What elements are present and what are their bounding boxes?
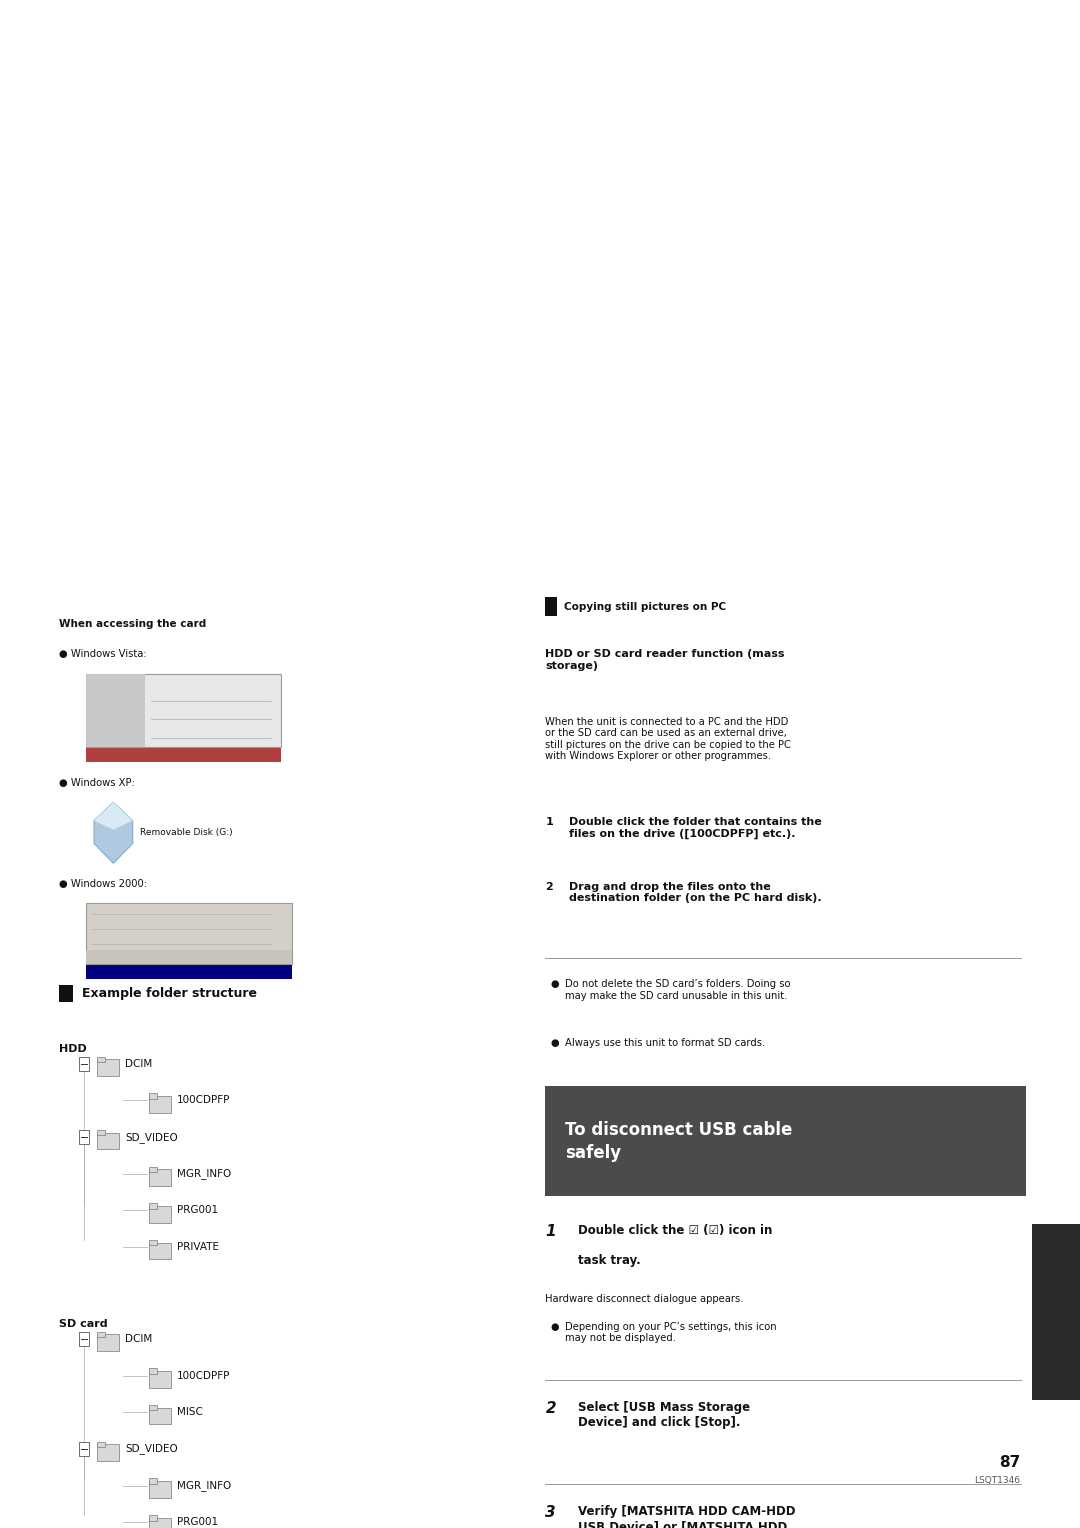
Text: ●: ● bbox=[551, 1322, 559, 1332]
Text: MGR_INFO: MGR_INFO bbox=[177, 1481, 231, 1491]
Text: 3: 3 bbox=[545, 1505, 556, 1520]
Text: Double click the folder that contains the
files on the drive ([100CDPFP] etc.).: Double click the folder that contains th… bbox=[569, 817, 822, 839]
Text: Copying still pictures on PC: Copying still pictures on PC bbox=[564, 602, 726, 611]
Bar bbox=[86, 674, 281, 747]
Bar bbox=[149, 1369, 158, 1374]
FancyBboxPatch shape bbox=[97, 1444, 119, 1461]
Bar bbox=[545, 597, 557, 616]
Bar bbox=[545, 1086, 1026, 1196]
Bar bbox=[80, 1442, 89, 1456]
FancyBboxPatch shape bbox=[149, 1371, 171, 1387]
FancyBboxPatch shape bbox=[149, 1242, 171, 1259]
Bar bbox=[97, 1057, 106, 1062]
Text: Double click the ☑ (☑) icon in: Double click the ☑ (☑) icon in bbox=[578, 1224, 772, 1238]
Text: ● Windows XP:: ● Windows XP: bbox=[59, 778, 135, 788]
Text: Verify [MATSHITA HDD CAM-HDD
USB Device] or [MATSHITA HDD
CAM-SD USB Device] is : Verify [MATSHITA HDD CAM-HDD USB Device]… bbox=[578, 1505, 795, 1528]
Text: 2: 2 bbox=[545, 882, 553, 892]
Text: Removable Disk (G:): Removable Disk (G:) bbox=[140, 828, 233, 837]
FancyBboxPatch shape bbox=[149, 1096, 171, 1112]
Text: 2: 2 bbox=[545, 1401, 556, 1416]
Text: SD card: SD card bbox=[59, 1319, 108, 1329]
Text: PRG001: PRG001 bbox=[177, 1206, 218, 1215]
FancyBboxPatch shape bbox=[149, 1517, 171, 1528]
Bar bbox=[97, 1332, 106, 1337]
Bar bbox=[149, 1167, 158, 1172]
Text: Select [USB Mass Storage
Device] and click [Stop].: Select [USB Mass Storage Device] and cli… bbox=[578, 1401, 750, 1429]
Bar bbox=[149, 1204, 158, 1209]
Bar bbox=[80, 1131, 89, 1144]
Bar bbox=[97, 1442, 106, 1447]
FancyBboxPatch shape bbox=[149, 1206, 171, 1222]
Bar bbox=[149, 1516, 158, 1520]
FancyBboxPatch shape bbox=[149, 1169, 171, 1186]
Text: To disconnect USB cable
safely: To disconnect USB cable safely bbox=[565, 1122, 793, 1161]
Text: HDD or SD card reader function (mass
storage): HDD or SD card reader function (mass sto… bbox=[545, 649, 785, 671]
Bar bbox=[149, 1479, 158, 1484]
Bar bbox=[149, 1406, 158, 1410]
Text: 100CDPFP: 100CDPFP bbox=[177, 1096, 230, 1105]
Bar bbox=[86, 747, 281, 762]
Bar bbox=[149, 1094, 158, 1099]
Text: ●: ● bbox=[551, 979, 559, 990]
Text: 100CDPFP: 100CDPFP bbox=[177, 1371, 230, 1380]
Text: HDD: HDD bbox=[59, 1044, 87, 1054]
Text: Do not delete the SD card’s folders. Doing so
may make the SD card unusable in t: Do not delete the SD card’s folders. Doi… bbox=[565, 979, 791, 1001]
Text: PRIVATE: PRIVATE bbox=[177, 1242, 219, 1251]
Text: Example folder structure: Example folder structure bbox=[82, 987, 257, 999]
Text: 1: 1 bbox=[545, 1224, 556, 1239]
FancyBboxPatch shape bbox=[149, 1407, 171, 1424]
Text: SD_VIDEO: SD_VIDEO bbox=[125, 1132, 178, 1143]
Text: 87: 87 bbox=[999, 1455, 1021, 1470]
Text: ● Windows 2000:: ● Windows 2000: bbox=[59, 879, 147, 889]
Text: PRG001: PRG001 bbox=[177, 1517, 218, 1526]
FancyBboxPatch shape bbox=[149, 1481, 171, 1497]
Text: Depending on your PC’s settings, this icon
may not be displayed.: Depending on your PC’s settings, this ic… bbox=[565, 1322, 777, 1343]
FancyBboxPatch shape bbox=[97, 1334, 119, 1351]
Bar bbox=[97, 1131, 106, 1135]
Text: DCIM: DCIM bbox=[125, 1334, 152, 1343]
Text: ●: ● bbox=[551, 1038, 559, 1048]
Bar bbox=[80, 1332, 89, 1346]
Text: Always use this unit to format SD cards.: Always use this unit to format SD cards. bbox=[565, 1038, 765, 1048]
Text: MGR_INFO: MGR_INFO bbox=[177, 1169, 231, 1180]
FancyBboxPatch shape bbox=[97, 1132, 119, 1149]
Bar bbox=[86, 950, 292, 964]
Polygon shape bbox=[94, 802, 133, 830]
Text: 1: 1 bbox=[545, 817, 553, 828]
Bar bbox=[149, 1241, 158, 1245]
Text: Hardware disconnect dialogue appears.: Hardware disconnect dialogue appears. bbox=[545, 1294, 744, 1305]
Bar bbox=[59, 986, 73, 1002]
Text: ● Windows Vista:: ● Windows Vista: bbox=[59, 649, 147, 660]
Bar bbox=[86, 964, 292, 979]
Text: task tray.: task tray. bbox=[578, 1254, 640, 1268]
Text: When the unit is connected to a PC and the HDD
or the SD card can be used as an : When the unit is connected to a PC and t… bbox=[545, 717, 792, 761]
Polygon shape bbox=[94, 802, 133, 863]
Text: MISC: MISC bbox=[177, 1407, 203, 1416]
Text: SD_VIDEO: SD_VIDEO bbox=[125, 1444, 178, 1455]
Bar bbox=[86, 903, 292, 964]
Bar bbox=[1032, 1224, 1080, 1400]
Bar bbox=[86, 674, 145, 747]
Bar bbox=[80, 1057, 89, 1071]
Text: When accessing the card: When accessing the card bbox=[59, 619, 206, 630]
Text: DCIM: DCIM bbox=[125, 1059, 152, 1068]
Text: LSQT1346: LSQT1346 bbox=[974, 1476, 1021, 1485]
Text: Drag and drop the files onto the
destination folder (on the PC hard disk).: Drag and drop the files onto the destina… bbox=[569, 882, 822, 903]
FancyBboxPatch shape bbox=[97, 1059, 119, 1076]
